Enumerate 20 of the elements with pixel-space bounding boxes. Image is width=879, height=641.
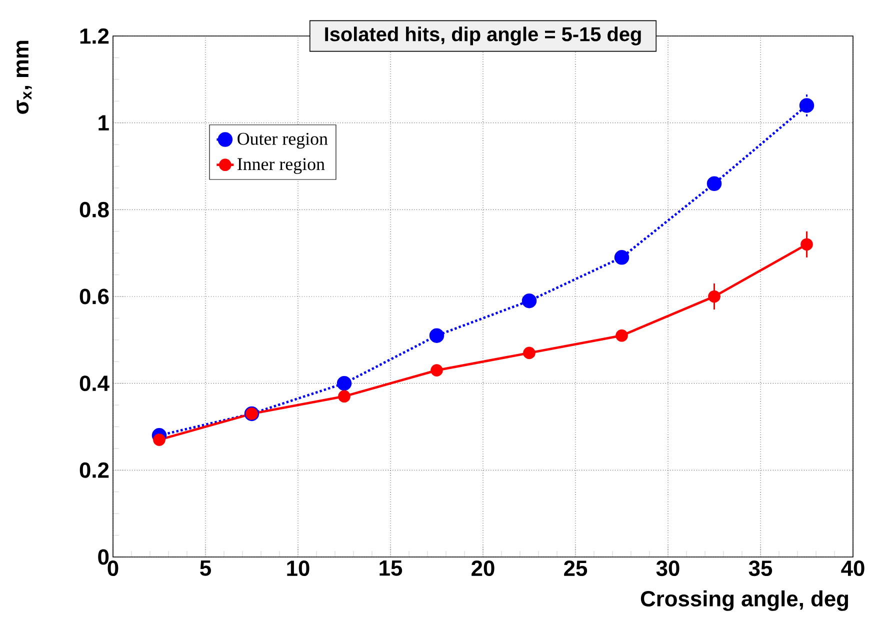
y-tick-label: 0.6 bbox=[80, 288, 109, 304]
x-axis-title: Crossing angle, deg bbox=[640, 590, 848, 611]
legend-label: Inner region bbox=[238, 158, 325, 174]
x-tick-label: 35 bbox=[748, 560, 772, 576]
y-tick-label: 0 bbox=[98, 549, 109, 565]
x-tick-label: 20 bbox=[472, 560, 494, 576]
x-tick-label: 25 bbox=[564, 560, 588, 576]
x-tick-label: 40 bbox=[841, 560, 864, 576]
chart-title: Isolated hits, dip angle = 5-15 deg bbox=[325, 26, 641, 46]
y-tick-label: 0.4 bbox=[80, 376, 110, 392]
x-tick-label: 5 bbox=[200, 560, 211, 576]
y-tick-label: 0.2 bbox=[80, 462, 109, 478]
y-tick-label: 1.2 bbox=[80, 28, 109, 44]
y-tick-label: 1 bbox=[98, 115, 109, 130]
y-tick-label: 0.8 bbox=[80, 202, 109, 218]
legend-label: Outer region bbox=[238, 132, 328, 149]
x-tick-label: 15 bbox=[380, 560, 402, 576]
x-tick-label: 30 bbox=[656, 560, 680, 576]
y-axis-title: σ$_{x}$, mm bbox=[16, 40, 32, 114]
x-tick-label: 10 bbox=[287, 560, 310, 576]
